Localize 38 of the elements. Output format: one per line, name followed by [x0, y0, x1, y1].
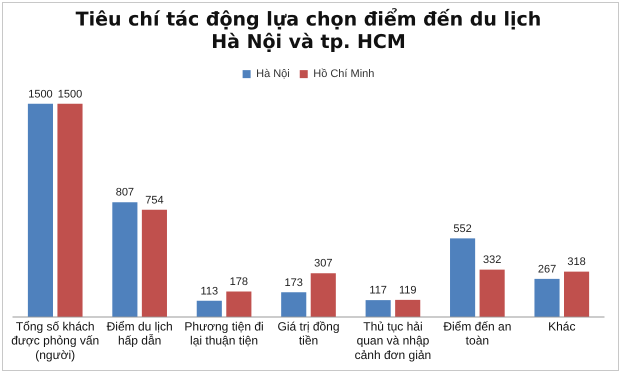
data-label: 267: [538, 263, 556, 276]
data-label: 307: [314, 258, 332, 270]
bar: [534, 278, 560, 317]
bar: [281, 292, 306, 317]
data-label: 178: [230, 276, 248, 288]
bar: [310, 273, 336, 317]
bar: [366, 300, 391, 317]
data-label: 173: [284, 276, 303, 289]
bar: [112, 202, 138, 317]
legend-label: Hà Nội: [256, 68, 290, 80]
x-tick-label: Giá trị đồng tiền: [277, 319, 340, 348]
data-label: 117: [369, 284, 387, 297]
data-label: 552: [453, 222, 472, 235]
data-label: 119: [398, 284, 416, 296]
data-label: 318: [567, 256, 586, 268]
data-label: 332: [482, 254, 502, 266]
legend-label: Hồ Chí Minh: [313, 68, 374, 80]
chart-title: Tiêu chí tác động lựa chọn điểm đến du lịch Hà Nội và tp. HCM: [76, 7, 542, 54]
bar: [57, 104, 83, 317]
data-label: 113: [200, 285, 218, 298]
x-tick-label: Phương tiện đi lại thuận tiện: [184, 319, 264, 348]
data-label: 807: [116, 186, 134, 199]
data-label: 1500: [28, 88, 53, 100]
x-tick-label: Thủ tục hải quan và nhập cảnh đơn giản: [354, 319, 432, 362]
bar: [28, 104, 53, 317]
x-tick-label: Tổng số khách được phỏng vấn (người): [11, 319, 100, 362]
x-tick-label: Điểm đến an toàn: [443, 319, 512, 348]
bar: [480, 270, 505, 317]
data-label: 1500: [58, 88, 82, 100]
bar: [564, 272, 590, 317]
bar: [196, 300, 222, 317]
x-tick-label: Khác: [548, 319, 576, 334]
bar: [395, 300, 420, 317]
data-label: 754: [145, 194, 164, 206]
x-tick-label: Điểm du lịch hấp dẫn: [106, 319, 173, 348]
bar: [450, 238, 476, 317]
bar: [226, 292, 252, 317]
bar: [142, 210, 167, 317]
